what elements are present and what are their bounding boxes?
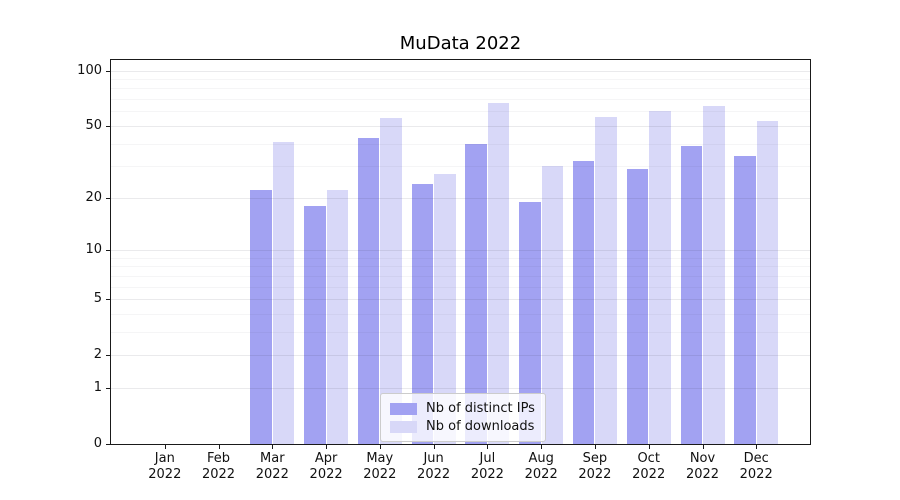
chart-title: MuData 2022: [399, 33, 522, 54]
y-tickmark: [106, 197, 111, 199]
y-tick-label: 100: [77, 62, 102, 78]
y-tick-label: 10: [85, 241, 102, 257]
x-tickmark: [272, 445, 274, 449]
x-tick-label: Aug 2022: [524, 451, 558, 482]
bar-distinct-ips-may: [357, 137, 380, 444]
x-tickmark: [702, 445, 704, 449]
x-tick-label: Jun 2022: [417, 451, 451, 482]
y-tickmark: [106, 387, 111, 389]
bar-downloads-aug: [541, 166, 564, 444]
bar-downloads-nov: [703, 106, 725, 444]
x-tickmark: [218, 445, 220, 449]
bar-downloads-sep: [595, 116, 617, 444]
legend-swatch-downloads: [390, 420, 417, 433]
bar-distinct-ips-oct: [626, 168, 649, 444]
bar-distinct-ips-dec: [734, 156, 756, 444]
bar-distinct-ips-apr: [304, 205, 326, 444]
x-tickmark: [433, 445, 435, 449]
bar-distinct-ips-sep: [572, 161, 595, 444]
x-tick-label: Feb 2022: [201, 451, 236, 482]
y-tickmark: [106, 70, 111, 72]
y-tick-label: 50: [85, 117, 102, 133]
x-tick-label: May 2022: [363, 451, 397, 482]
bar-distinct-ips-aug: [519, 201, 541, 444]
x-tickmark: [648, 445, 650, 449]
y-tick-label: 20: [85, 189, 102, 205]
bar-distinct-ips-nov: [680, 145, 702, 444]
plot-area: [110, 59, 811, 445]
x-tickmark: [326, 445, 328, 449]
legend-item-downloads: Nb of downloads: [390, 418, 536, 435]
x-tick-label: Dec 2022: [739, 451, 773, 482]
bar-distinct-ips-jun: [411, 183, 434, 444]
bar-downloads-mar: [272, 141, 295, 444]
y-tickmark: [106, 299, 111, 300]
bar-downloads-dec: [756, 121, 779, 444]
y-tickmark: [106, 444, 111, 445]
legend-swatch-distinct-ips: [390, 402, 417, 415]
y-tick-label: 0: [93, 436, 102, 451]
x-tick-label: Jan 2022: [148, 451, 182, 482]
y-tick-label: 5: [93, 291, 102, 306]
x-tickmark: [379, 445, 381, 449]
y-tickmark: [106, 249, 111, 251]
x-tickmark: [541, 445, 543, 449]
bar-distinct-ips-jul: [465, 143, 487, 444]
bar-downloads-jun: [434, 174, 456, 444]
y-tickmark: [106, 355, 111, 357]
bar-downloads-oct: [649, 111, 671, 444]
x-tick-label: Sep 2022: [578, 451, 612, 482]
bar-downloads-jul: [487, 102, 510, 444]
x-tickmark: [756, 445, 758, 449]
y-tickmark: [106, 125, 111, 127]
legend-item-distinct-ips: Nb of distinct IPs: [390, 400, 536, 417]
bar-downloads-may: [380, 118, 402, 444]
bar-distinct-ips-mar: [250, 190, 272, 444]
legend-label-downloads: Nb of downloads: [426, 419, 535, 434]
y-tick-label: 1: [93, 379, 102, 395]
x-tick-label: Mar 2022: [255, 451, 289, 482]
x-tick-label: Apr 2022: [309, 451, 343, 482]
x-tick-label: Nov 2022: [685, 451, 720, 482]
bars-layer: [111, 60, 810, 444]
bar-downloads-apr: [326, 190, 349, 444]
x-tick-label: Oct 2022: [632, 451, 666, 482]
y-tick-label: 2: [93, 347, 102, 363]
x-tick-label: Jul 2022: [470, 451, 504, 482]
legend-label-distinct-ips: Nb of distinct IPs: [426, 401, 535, 416]
x-tickmark: [487, 445, 489, 449]
legend: Nb of distinct IPs Nb of downloads: [380, 393, 546, 442]
x-tickmark: [594, 445, 596, 449]
x-tickmark: [164, 445, 166, 449]
